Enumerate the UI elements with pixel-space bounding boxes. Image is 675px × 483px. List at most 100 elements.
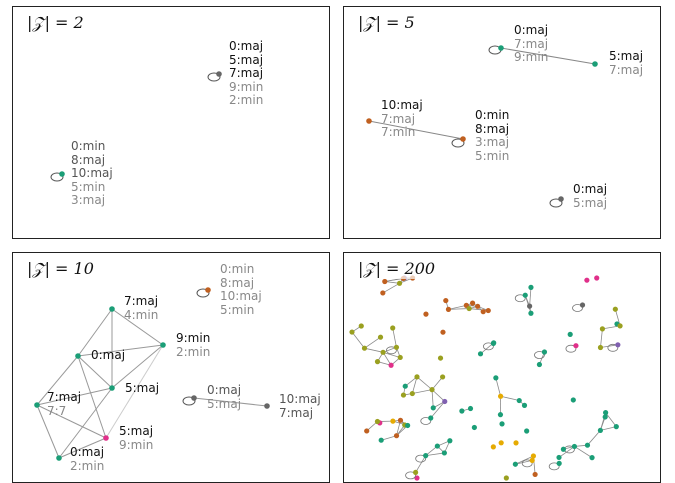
node-71 [602, 414, 608, 420]
chord-label: 9:min [514, 50, 549, 64]
node-94 [361, 345, 368, 351]
node-42 [597, 344, 604, 351]
node-39 [573, 343, 579, 349]
node-62 [499, 421, 505, 427]
node-52 [374, 418, 381, 425]
graph-z2 [50, 71, 222, 182]
node-1 [109, 306, 115, 312]
node-1 [592, 61, 598, 67]
node-90 [560, 446, 567, 452]
cluster-1: 7:maj 4:min [124, 294, 158, 322]
node-69 [613, 424, 619, 430]
chord-label: 7:maj [514, 36, 549, 51]
self-loop [548, 462, 560, 471]
edge [600, 328, 603, 348]
cluster-7: 0:maj 2:min [70, 445, 104, 473]
self-loop [420, 417, 432, 425]
chord-label: 7:min [381, 125, 416, 139]
cluster-2: 9:min 2:min [176, 331, 210, 359]
node-91 [390, 325, 396, 331]
panel-title: |𝒵| = 5 [358, 13, 415, 32]
chord-label: 8:maj [71, 152, 106, 167]
chord-label: 5:maj [573, 195, 608, 210]
node-68 [597, 427, 603, 434]
node-86 [584, 442, 591, 448]
cluster-0: 0:maj 7:maj 9:min [514, 23, 549, 65]
chord-label: 9:min [229, 79, 264, 94]
chord-label: 7:maj [381, 111, 416, 126]
edge [351, 331, 365, 349]
node-27 [440, 374, 446, 380]
self-loop [386, 346, 397, 355]
chord-label: 5:min [475, 148, 510, 163]
node-85 [571, 443, 578, 450]
panel-z5: |𝒵| = 5 0:maj 7:maj 9:min 5:maj 7:maj 10… [343, 6, 661, 239]
node-2 [366, 118, 372, 124]
panel-title: |𝒵| = 10 [27, 259, 94, 278]
cluster-4: 0:maj 5:maj [573, 182, 608, 210]
node-5 [34, 402, 40, 408]
self-loop [572, 304, 583, 312]
edge [392, 327, 397, 348]
node-25 [414, 374, 420, 380]
node-24 [409, 390, 415, 397]
node-7 [445, 306, 452, 312]
chord-label: 0:maj [573, 182, 608, 196]
node-43 [615, 342, 621, 348]
chord-label: 10:maj [71, 166, 113, 180]
self-loop [565, 344, 577, 353]
node-98 [358, 323, 364, 329]
chord-label: 5:maj [229, 52, 264, 67]
node-99 [349, 329, 355, 335]
node-77 [512, 461, 518, 467]
chord-label: 9:min [119, 437, 154, 452]
self-loop [534, 351, 545, 359]
chord-label: 0:maj [207, 383, 242, 397]
node-73 [441, 450, 447, 456]
node-6 [423, 311, 429, 317]
node-3 [460, 136, 466, 142]
edge [605, 412, 617, 427]
chord-label: 5:min [71, 179, 106, 194]
node-80 [529, 457, 535, 463]
edge [382, 282, 400, 294]
edge [448, 308, 470, 310]
node-57 [471, 424, 477, 431]
node-96 [393, 344, 400, 350]
chord-label: 2:min [229, 93, 264, 107]
edge [430, 401, 446, 419]
chord-label: 8:maj [475, 121, 510, 136]
cluster-2: 10:maj 7:maj 7:min [381, 98, 423, 140]
panel-title: |𝒵| = 200 [358, 259, 436, 279]
edge [558, 446, 575, 458]
node-2 [160, 342, 166, 348]
node-38 [536, 361, 543, 368]
edge [600, 426, 617, 431]
node-81 [530, 453, 537, 459]
node-22 [594, 275, 600, 281]
chord-label: 5:maj [609, 49, 644, 63]
node-67 [603, 410, 609, 416]
node-87 [589, 455, 595, 461]
node-48 [397, 417, 404, 423]
node-30 [429, 387, 435, 393]
cluster-1: 0:min 8:maj 10:maj 5:min 3:maj [71, 139, 113, 208]
cluster-9: 10:maj 7:maj [279, 392, 321, 420]
edge [381, 435, 397, 441]
edge [431, 376, 443, 390]
node-34 [490, 340, 497, 346]
node-89 [556, 460, 562, 466]
cluster-1: 5:maj 7:maj [609, 49, 644, 77]
edge [574, 446, 593, 458]
node-50 [393, 433, 400, 439]
node-28 [402, 383, 408, 389]
node-59 [447, 438, 453, 444]
edge [425, 452, 445, 456]
graph-z10 [34, 287, 270, 461]
node-36 [567, 331, 573, 337]
chord-label: 0:min [71, 139, 106, 153]
chord-label: 0:maj [91, 348, 126, 362]
self-loop [549, 198, 563, 208]
chord-label: 10:maj [220, 289, 262, 303]
edge [431, 389, 434, 408]
